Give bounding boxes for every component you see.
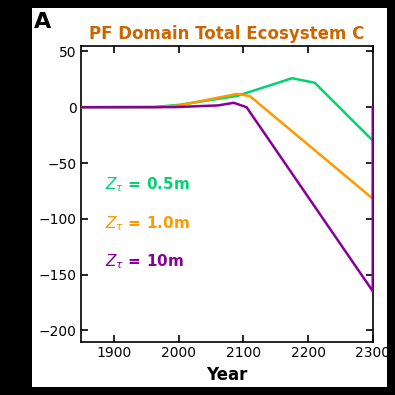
Title: PF Domain Total Ecosystem C: PF Domain Total Ecosystem C	[89, 25, 365, 43]
Text: $Z_{\tau}$ = 0.5m: $Z_{\tau}$ = 0.5m	[105, 175, 189, 194]
Text: A: A	[34, 12, 51, 32]
X-axis label: Year: Year	[207, 366, 248, 384]
Y-axis label: Δ Total C (Pg): Δ Total C (Pg)	[15, 130, 33, 257]
Text: $Z_{\tau}$ = 1.0m: $Z_{\tau}$ = 1.0m	[105, 214, 189, 233]
Text: $Z_{\tau}$ = 10m: $Z_{\tau}$ = 10m	[105, 252, 184, 271]
